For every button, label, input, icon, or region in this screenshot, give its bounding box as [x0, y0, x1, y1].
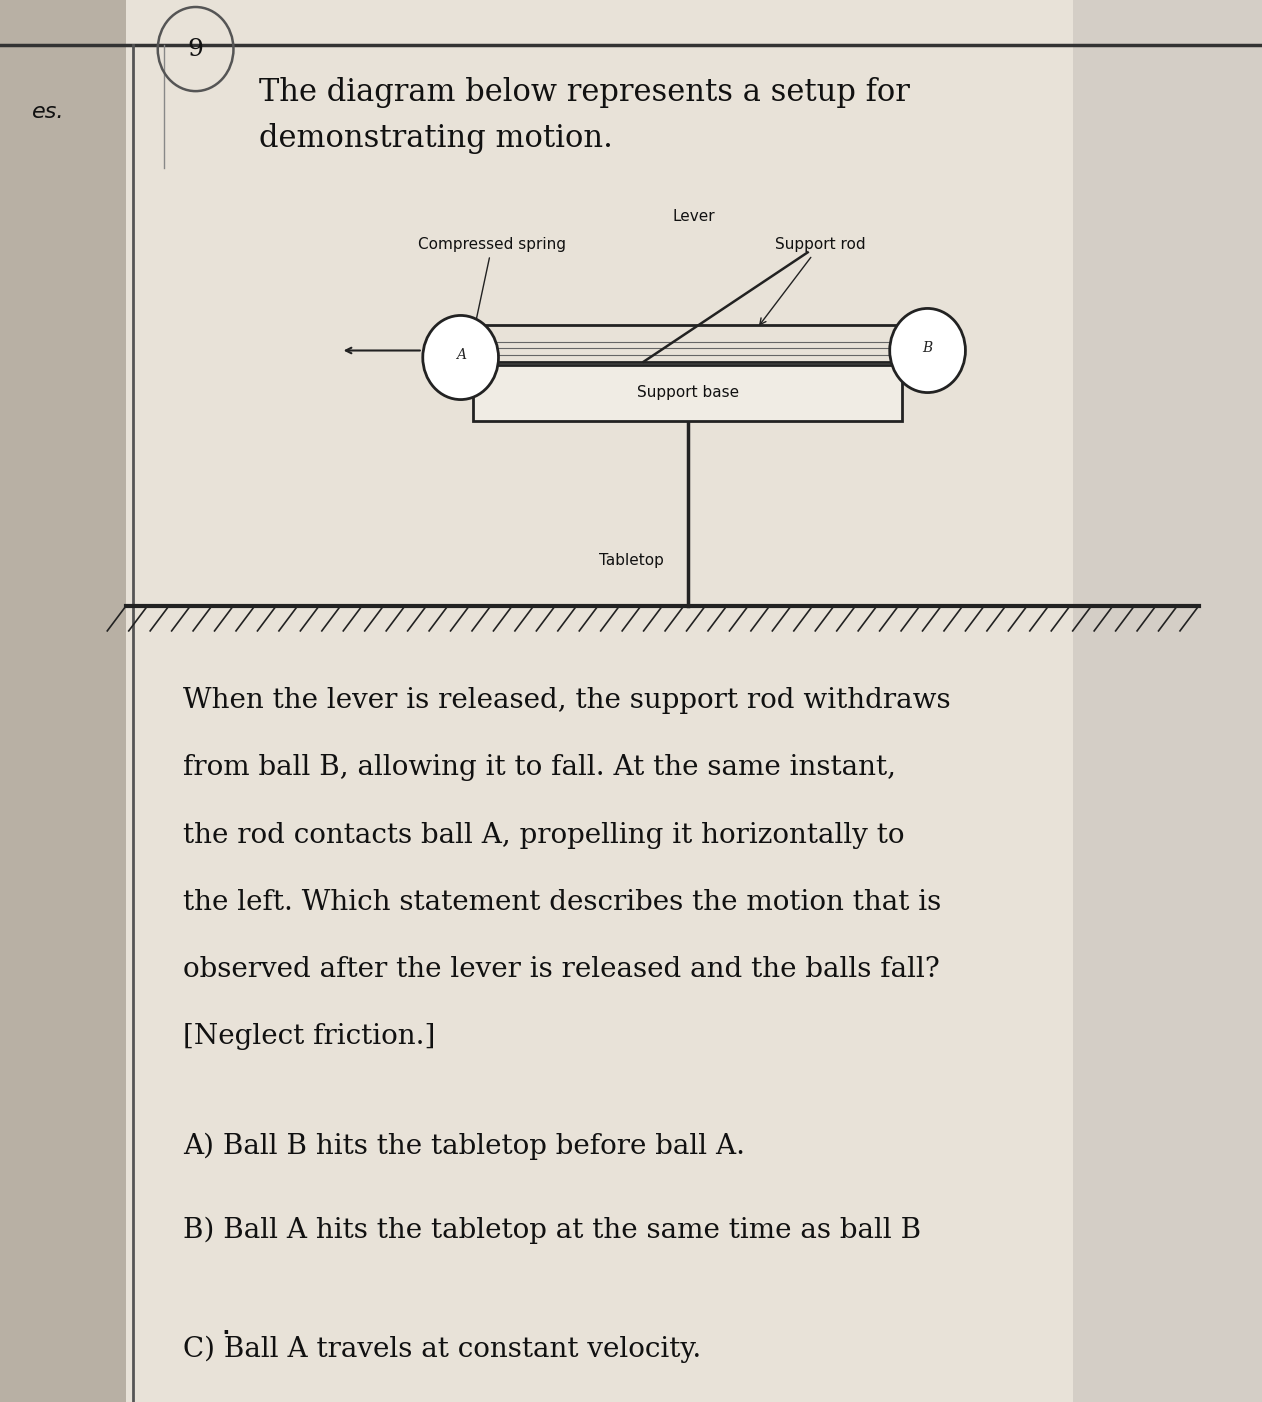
Text: from ball B, allowing it to fall. At the same instant,: from ball B, allowing it to fall. At the… — [183, 754, 896, 781]
Bar — [126, 0, 1073, 1402]
Text: A) Ball B hits the tabletop before ball A.: A) Ball B hits the tabletop before ball … — [183, 1133, 745, 1161]
Text: es.: es. — [32, 102, 64, 122]
Bar — [1073, 0, 1262, 1402]
Text: Compressed spring: Compressed spring — [418, 237, 567, 329]
Circle shape — [423, 315, 498, 400]
Circle shape — [890, 308, 965, 393]
Text: B) Ball A hits the tabletop at the same time as ball B: B) Ball A hits the tabletop at the same … — [183, 1217, 921, 1245]
Text: 9: 9 — [188, 38, 203, 60]
Text: observed after the lever is released and the balls fall?: observed after the lever is released and… — [183, 956, 940, 983]
Text: Support base: Support base — [637, 386, 738, 400]
Text: C) Ball A travels at constant velocity.: C) Ball A travels at constant velocity. — [183, 1336, 702, 1364]
Text: Tabletop: Tabletop — [598, 552, 664, 568]
Text: [Neglect friction.]: [Neglect friction.] — [183, 1023, 435, 1050]
Text: the rod contacts ball A, propelling it horizontally to: the rod contacts ball A, propelling it h… — [183, 822, 905, 848]
Text: When the lever is released, the support rod withdraws: When the lever is released, the support … — [183, 687, 950, 714]
Text: B: B — [923, 341, 933, 355]
Text: .: . — [221, 1308, 232, 1342]
Text: The diagram below represents a setup for: The diagram below represents a setup for — [259, 77, 910, 108]
Text: the left. Which statement describes the motion that is: the left. Which statement describes the … — [183, 889, 941, 916]
Text: Lever: Lever — [673, 209, 716, 224]
Text: demonstrating motion.: demonstrating motion. — [259, 123, 612, 154]
Text: Support rod: Support rod — [760, 237, 866, 325]
Bar — [0, 0, 126, 1402]
Bar — [473, 362, 902, 421]
Text: A: A — [456, 348, 466, 362]
